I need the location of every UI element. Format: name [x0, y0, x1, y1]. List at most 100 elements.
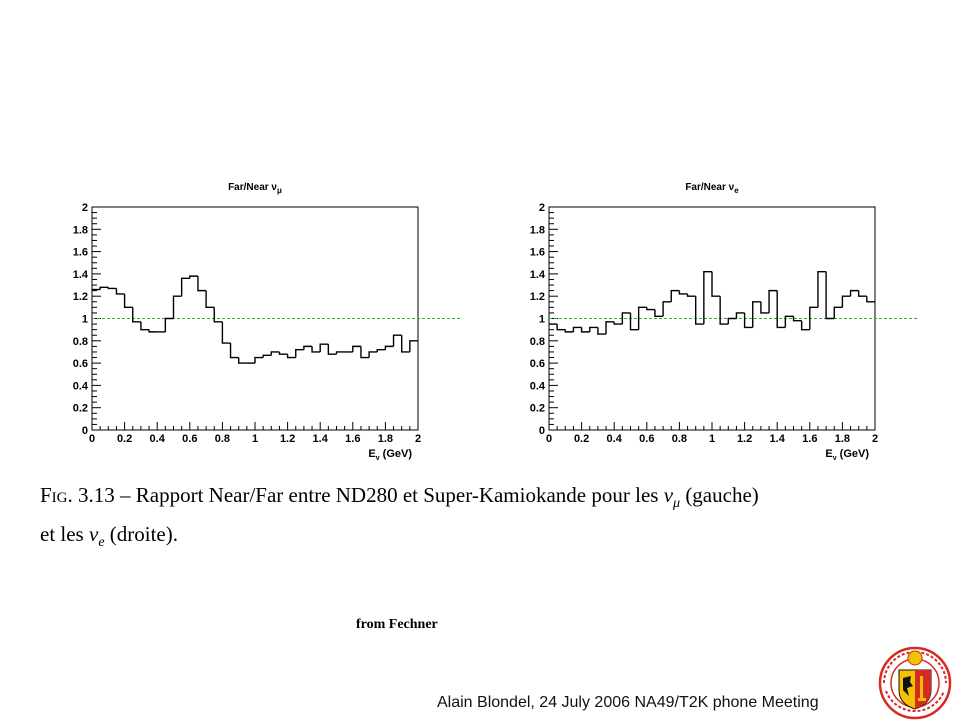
figure-caption: Fig. 3.13 – Rapport Near/Far entre ND280…	[40, 480, 940, 558]
numu-ytick-label: 2	[82, 202, 88, 214]
numu-bin	[115, 288, 125, 295]
nue-bin	[621, 312, 631, 325]
nue-bin	[662, 301, 672, 317]
numu-title: Far/Near νμ	[228, 182, 282, 195]
numu-bin	[303, 345, 313, 350]
nue-bin	[784, 315, 794, 328]
numu-bin	[197, 276, 207, 292]
nue-ytick-label: 1	[539, 314, 545, 326]
nue-ytick-label: 0.2	[530, 403, 545, 415]
numu-ytick-label: 0	[82, 425, 88, 437]
nue-bin	[735, 312, 745, 319]
numu-xtick-label: 1.8	[378, 433, 393, 445]
numu-ytick-label: 1.4	[73, 269, 89, 281]
nue-bin	[580, 327, 590, 333]
caption-fig-label: Fig. 3.13	[40, 483, 115, 507]
nue-bin	[556, 324, 566, 331]
nue-bin	[768, 289, 778, 313]
seal-sun	[907, 650, 923, 666]
nue-bin	[572, 326, 582, 332]
caption-nu-mu-sub: μ	[673, 496, 681, 512]
numu-bin	[409, 340, 418, 352]
numu-bin	[360, 346, 370, 359]
nue-title: Far/Near νe	[685, 182, 739, 195]
university-of-geneva-seal-icon	[876, 646, 954, 720]
nue-xlabel: Eν (GeV)	[825, 448, 869, 462]
nue-bin	[825, 271, 835, 320]
nue-bin	[629, 312, 639, 331]
nue-bin	[589, 326, 598, 332]
numu-xtick-label: 0.6	[182, 433, 197, 445]
nue-xtick-label: 2	[872, 433, 878, 445]
caption-line-2: et les νe (droite).	[40, 519, 940, 558]
nue-bin	[776, 290, 786, 329]
nue-bin	[752, 301, 761, 328]
numu-bin	[132, 307, 141, 323]
caption-line-1: Fig. 3.13 – Rapport Near/Far entre ND280…	[40, 480, 940, 519]
nue-ytick-label: 2	[539, 202, 545, 214]
nue-ytick-label: 0.6	[530, 358, 545, 370]
numu-ytick-label: 1	[82, 314, 88, 326]
numu-bin	[401, 335, 410, 353]
credit-text: from Fechner	[356, 617, 438, 632]
nue-bin	[646, 307, 655, 311]
nue-xtick-label: 1.4	[770, 433, 786, 445]
numu-bin	[107, 287, 117, 290]
nue-xtick-label: 0.4	[607, 433, 623, 445]
numu-bin	[262, 354, 272, 358]
numu-bin	[221, 321, 231, 344]
nue-bin	[678, 290, 688, 295]
nue-ytick-label: 1.2	[530, 291, 545, 303]
nue-xtick-label: 1.6	[802, 433, 817, 445]
numu-bin	[392, 334, 402, 347]
nue-xtick-label: 0	[546, 433, 552, 445]
nue-bin	[703, 270, 712, 325]
numu-xlabel: Eν (GeV)	[368, 448, 412, 462]
nue-ytick-label: 0.8	[530, 336, 545, 348]
numu-xtick-label: 0.8	[215, 433, 230, 445]
caption-text-4: (droite).	[104, 522, 179, 547]
numu-ytick-label: 0.6	[73, 358, 88, 370]
numu-bin	[335, 351, 345, 355]
numu-bin	[123, 293, 133, 309]
caption-nu-mu: ν	[663, 483, 674, 507]
nue-ytick-label: 1.4	[530, 269, 546, 281]
caption-nu-e-sub: e	[98, 535, 105, 551]
nue-bin	[613, 321, 623, 325]
numu-bin	[352, 345, 361, 352]
numu-ytick-label: 1.8	[73, 224, 88, 236]
numu-bin	[180, 277, 190, 297]
numu-bin	[229, 343, 239, 359]
numu-ytick-label: 1.2	[73, 291, 88, 303]
nue-xtick-label: 1.2	[737, 433, 752, 445]
numu-bin	[278, 351, 288, 355]
nue-ytick-label: 0	[539, 425, 545, 437]
nue-bin	[564, 329, 574, 333]
seal-ring-lettering-bottom	[885, 690, 945, 712]
nue-xtick-label: 1	[709, 433, 715, 445]
seal-eagle	[903, 676, 913, 696]
numu-xtick-label: 0.4	[150, 433, 166, 445]
nue-bin	[792, 316, 802, 322]
nue-bin	[719, 296, 729, 325]
nue-ytick-label: 1.8	[530, 224, 545, 236]
chart-svg-numu: Far/Near νμ 0 0.2 0.4 0.6 0.8 1 1.2 1.4 1.6 1.8 2 0 0…	[73, 182, 460, 462]
nue-xtick-label: 0.6	[639, 433, 654, 445]
numu-bin	[172, 295, 182, 319]
numu-bin	[376, 349, 386, 352]
nue-bin	[597, 327, 607, 335]
nue-bin	[670, 289, 680, 302]
numu-bin	[286, 354, 296, 359]
numu-bin	[270, 351, 280, 356]
nue-bin	[711, 271, 721, 297]
nue-bin	[695, 296, 704, 325]
caption-text-1: – Rapport Near/Far entre ND280 et Super-…	[114, 483, 664, 507]
nue-bin	[654, 309, 664, 317]
numu-xtick-label: 2	[415, 433, 421, 445]
numu-bin	[213, 307, 223, 323]
numu-ytick-label: 0.4	[73, 380, 89, 392]
nue-bin	[637, 306, 647, 330]
numu-bin	[368, 351, 378, 358]
nue-ytick-label: 1.6	[530, 247, 545, 259]
nue-bin	[809, 306, 818, 330]
